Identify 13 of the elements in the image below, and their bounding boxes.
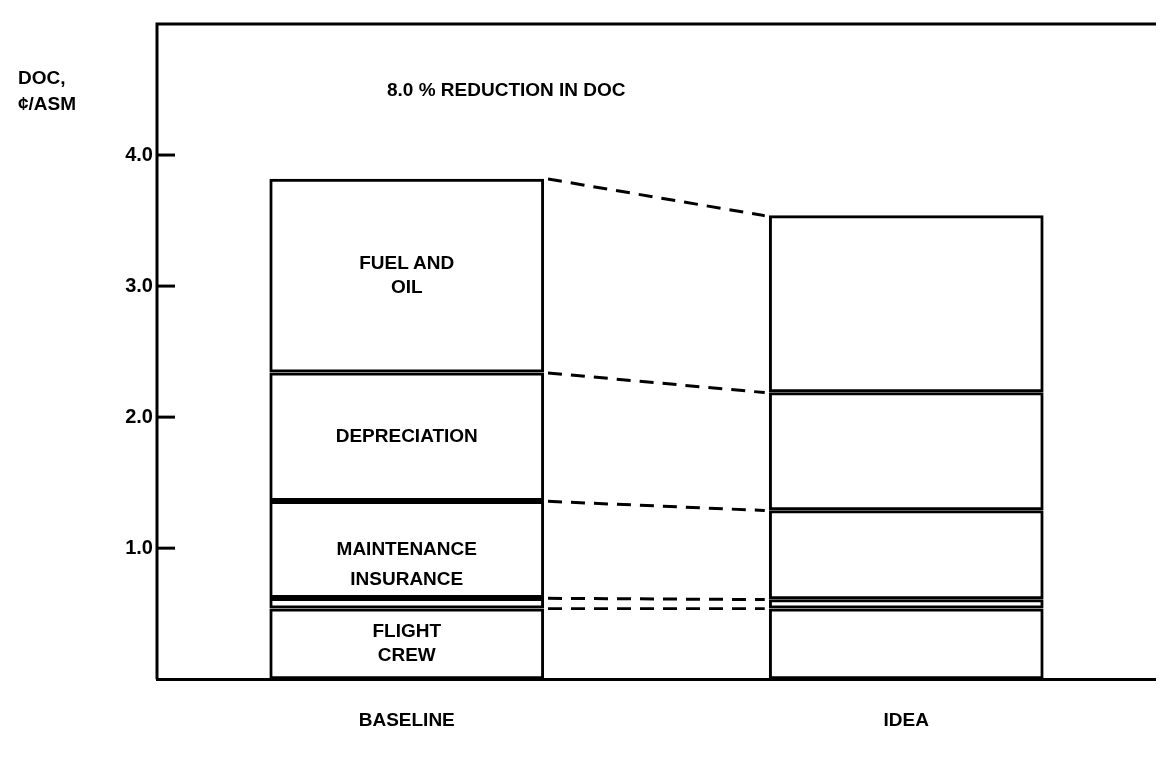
series-label: DEPRECIATION bbox=[335, 425, 478, 447]
series-label: INSURANCE bbox=[350, 568, 464, 590]
y-tick-label: 4.0 bbox=[125, 142, 153, 165]
y-axis-title: DOC, ¢/ASM bbox=[18, 67, 77, 115]
x-tick-label: IDEA bbox=[883, 708, 930, 730]
y-tick-label: 1.0 bbox=[125, 535, 153, 558]
annotation: 8.0 % REDUCTION IN DOC bbox=[387, 79, 626, 101]
x-tick-label: BASELINE bbox=[358, 708, 455, 730]
y-tick-label: 2.0 bbox=[125, 404, 153, 427]
series-label: FUEL AND OIL bbox=[359, 251, 455, 297]
series-label: FLIGHT CREW bbox=[372, 620, 442, 666]
series-label: MAINTENANCE bbox=[336, 537, 477, 559]
y-tick-label: 3.0 bbox=[125, 273, 153, 296]
